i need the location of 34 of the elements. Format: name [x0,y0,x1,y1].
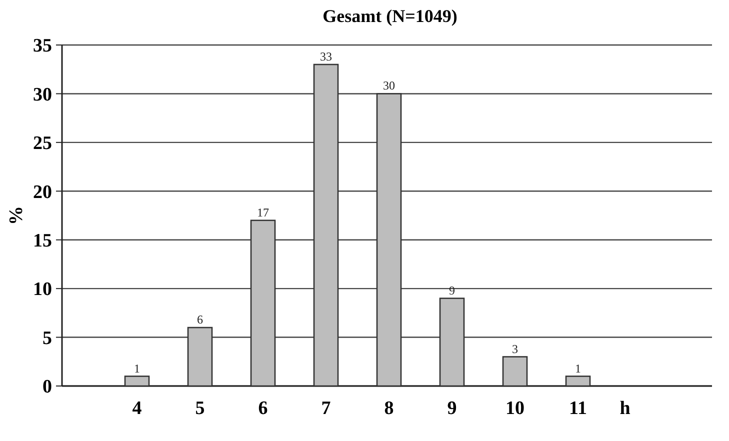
data-label: 30 [383,78,395,93]
y-tick-label: 0 [42,376,52,398]
x-tick-label: 6 [258,398,268,419]
data-label: 17 [257,205,269,220]
bar [376,93,402,387]
x-tick-label: 7 [321,398,332,419]
y-tick-label: 35 [33,36,52,57]
bar [313,64,339,387]
y-tick-label: 20 [33,182,52,203]
x-tick-label: 11 [569,398,587,419]
x-tick-label: 4 [132,398,142,419]
bar [439,298,465,387]
bar [124,376,150,387]
y-tick-label: 10 [33,279,52,300]
data-label: 3 [512,342,518,356]
y-tick-label: 5 [42,328,52,349]
y-tick-label: 15 [33,230,52,252]
data-label: 33 [320,49,332,64]
y-tick-label: 25 [33,133,52,154]
bar [187,326,213,387]
bar [565,376,591,387]
data-label: 6 [197,312,203,327]
data-label: 1 [575,361,581,376]
y-axis-title: % [6,206,27,225]
bar [250,220,276,387]
x-tick-label: 9 [447,398,457,419]
bar [502,356,528,387]
data-label: 1 [134,361,140,376]
x-tick-label: 8 [384,398,394,419]
x-axis-title: h [620,398,631,419]
x-tick-label: 10 [506,398,524,419]
chart-title: Gesamt (N=1049) [322,6,458,26]
x-tick-label: 5 [195,398,205,419]
y-tick-label: 30 [33,84,52,106]
